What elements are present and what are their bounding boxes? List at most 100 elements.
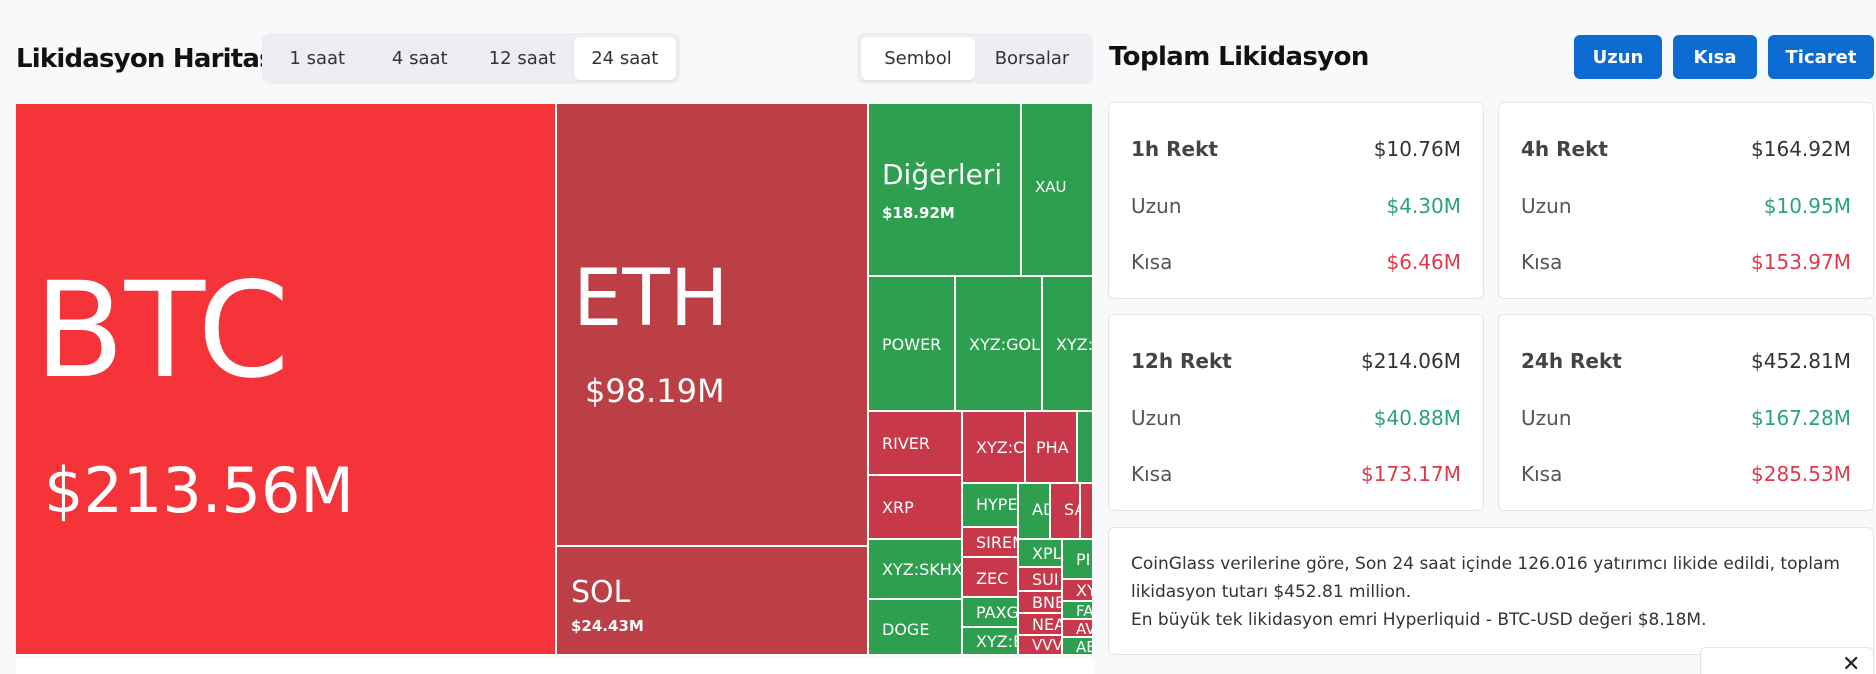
tile-xau[interactable]: XAU <box>1022 104 1094 277</box>
tile-name: SOL <box>571 575 631 610</box>
tile-name: XYZ:S <box>1056 335 1094 354</box>
bottom-panel-edge <box>16 658 1094 674</box>
tab-24-saat[interactable]: 24 saat <box>573 37 676 80</box>
long-value: $40.88M <box>1373 406 1461 430</box>
tile-digerleri[interactable]: Diğerleri $18.92M <box>869 104 1022 277</box>
tile-name: BNB <box>1032 593 1063 612</box>
tile-hype[interactable]: HYPE <box>963 484 1019 528</box>
tile-doge[interactable]: DOGE <box>869 600 963 656</box>
liquidation-treemap: BTC $213.56M ETH $98.19M SOL $24.43M Diğ… <box>16 104 1094 656</box>
tile-bnb[interactable]: BNB <box>1019 592 1063 614</box>
tile-small-red[interactable] <box>1081 484 1094 540</box>
tile-name: BTC <box>34 254 290 408</box>
tile-xyz-e[interactable]: XYZ:E <box>963 628 1019 656</box>
tile-name: AD <box>1032 500 1049 519</box>
long-value: $4.30M <box>1386 194 1461 218</box>
ticaret-button[interactable]: Ticaret <box>1768 35 1874 79</box>
short-value: $6.46M <box>1386 250 1461 274</box>
close-icon[interactable]: ✕ <box>1842 652 1861 674</box>
short-label: Kısa <box>1131 250 1173 274</box>
tile-name: Diğerleri <box>882 158 1003 191</box>
info-line: CoinGlass verilerine göre, Son 24 saat i… <box>1131 554 1840 574</box>
card-total: $10.76M <box>1373 137 1461 161</box>
tile-value: $18.92M <box>882 204 955 222</box>
tile-siren[interactable]: SIREN <box>963 528 1019 558</box>
tile-power[interactable]: POWER <box>869 277 956 412</box>
tile-sol[interactable]: SOL $24.43M <box>557 547 869 656</box>
card-label: 1h Rekt <box>1131 137 1218 161</box>
tile-nea[interactable]: NEA <box>1019 614 1063 636</box>
tile-name: PAXG <box>976 603 1019 622</box>
tile-name: XYZ:E <box>976 632 1019 651</box>
tile-name: XAU <box>1035 178 1067 196</box>
info-line: likidasyon tutarı $452.81 million. <box>1131 582 1412 602</box>
tile-xyz-s[interactable]: XYZ:S <box>1043 277 1094 412</box>
card-12h-rekt: 12h Rekt $214.06M Uzun $40.88M Kısa $173… <box>1108 314 1484 511</box>
tile-name: AE <box>1076 638 1094 656</box>
tile-paxg[interactable]: PAXG <box>963 598 1019 628</box>
tab-4-saat[interactable]: 4 saat <box>391 48 448 69</box>
tile-xy[interactable]: XY <box>1063 580 1094 602</box>
tile-xpl[interactable]: XPL <box>1019 540 1063 568</box>
tile-av[interactable]: AV <box>1063 620 1094 638</box>
tile-xyz-c[interactable]: XYZ:C <box>963 412 1026 484</box>
time-range-tabs: 1 saat 4 saat 12 saat 24 saat <box>262 33 680 84</box>
tile-name: PI <box>1076 550 1091 569</box>
long-value: $10.95M <box>1763 194 1851 218</box>
card-total: $164.92M <box>1751 137 1851 161</box>
tile-name: SIREN <box>976 533 1017 552</box>
tile-name: PHA <box>1036 438 1069 457</box>
tile-name: XYZ:GOLD <box>969 335 1041 354</box>
tile-river[interactable]: RIVER <box>869 412 963 476</box>
card-24h-rekt: 24h Rekt $452.81M Uzun $167.28M Kısa $28… <box>1498 314 1874 511</box>
kisa-button[interactable]: Kısa <box>1673 35 1757 79</box>
tile-btc[interactable]: BTC $213.56M <box>16 104 557 656</box>
tile-ae[interactable]: AE <box>1063 638 1094 656</box>
card-4h-rekt: 4h Rekt $164.92M Uzun $10.95M Kısa $153.… <box>1498 102 1874 299</box>
tile-xyz-skhx[interactable]: XYZ:SKHX <box>869 540 963 600</box>
short-value: $173.17M <box>1361 462 1461 486</box>
tile-name: VVV <box>1032 636 1063 654</box>
tile-vvv[interactable]: VVV <box>1019 636 1063 656</box>
short-label: Kısa <box>1131 462 1173 486</box>
tile-value: $98.19M <box>585 372 725 410</box>
tile-sui[interactable]: SUI <box>1019 568 1063 592</box>
tile-small-green[interactable] <box>1078 412 1094 484</box>
tile-pi[interactable]: PI <box>1063 540 1094 580</box>
tile-name: XY <box>1076 581 1092 600</box>
long-label: Uzun <box>1131 406 1182 430</box>
tile-xrp[interactable]: XRP <box>869 476 963 540</box>
tile-name: XRP <box>882 498 914 517</box>
tile-name: ZEC <box>976 569 1009 588</box>
tab-borsalar[interactable]: Borsalar <box>994 48 1070 69</box>
tile-name: ETH <box>573 254 729 344</box>
tile-name: SUI <box>1032 570 1059 589</box>
tile-fa[interactable]: FA <box>1063 602 1094 620</box>
tile-value: $24.43M <box>571 617 644 635</box>
card-label: 4h Rekt <box>1521 137 1608 161</box>
tab-1-saat[interactable]: 1 saat <box>289 48 346 69</box>
long-value: $167.28M <box>1751 406 1851 430</box>
tile-name: XYZ:C <box>976 438 1025 457</box>
tile-name: XPL <box>1032 544 1062 563</box>
tab-sembol[interactable]: Sembol <box>861 37 975 80</box>
long-label: Uzun <box>1521 406 1572 430</box>
info-line: En büyük tek likidasyon emri Hyperliquid… <box>1131 610 1707 630</box>
short-value: $153.97M <box>1751 250 1851 274</box>
tile-pha[interactable]: PHA <box>1026 412 1078 484</box>
tile-eth[interactable]: ETH $98.19M <box>557 104 869 547</box>
tab-12-saat[interactable]: 12 saat <box>488 48 556 69</box>
tile-zec[interactable]: ZEC <box>963 558 1019 598</box>
uzun-button[interactable]: Uzun <box>1574 35 1662 79</box>
tile-sa[interactable]: SA <box>1051 484 1081 540</box>
popup-edge <box>1700 647 1874 674</box>
long-label: Uzun <box>1131 194 1182 218</box>
card-total: $214.06M <box>1361 349 1461 373</box>
card-total: $452.81M <box>1751 349 1851 373</box>
tile-ad[interactable]: AD <box>1019 484 1051 540</box>
long-label: Uzun <box>1521 194 1572 218</box>
total-liquidation-title: Toplam Likidasyon <box>1109 42 1369 72</box>
short-value: $285.53M <box>1751 462 1851 486</box>
tile-xyz-gold[interactable]: XYZ:GOLD <box>956 277 1043 412</box>
